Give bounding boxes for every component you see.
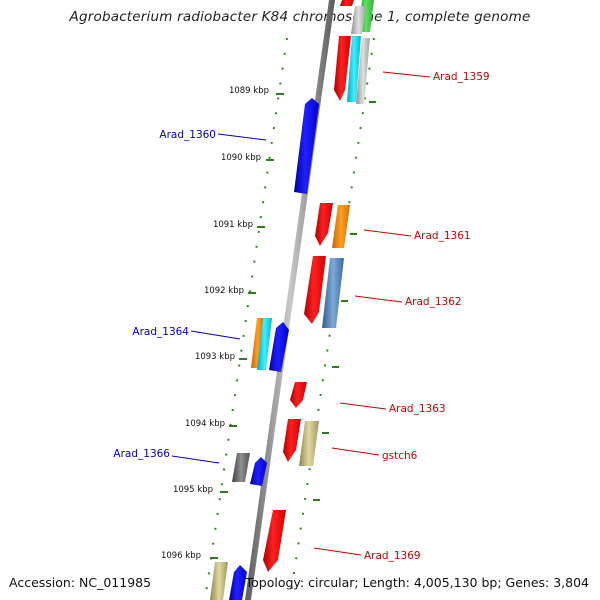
gene-gray-1359 bbox=[356, 38, 370, 104]
scale-label-1089: 1089 kbp bbox=[229, 86, 269, 96]
gene-Arad_1363[interactable] bbox=[290, 382, 307, 408]
label-Arad_1364[interactable]: Arad_1364 bbox=[132, 326, 189, 338]
gene-Arad_1359 bbox=[334, 36, 351, 101]
scale-label-1093: 1093 kbp bbox=[195, 352, 235, 362]
gene-khaki-bottom[interactable] bbox=[210, 562, 228, 600]
gene-top-red bbox=[340, 0, 354, 6]
leader-lines bbox=[171, 71, 431, 556]
gene-orange-1361[interactable] bbox=[332, 205, 350, 248]
label-Arad_1361[interactable]: Arad_1361 bbox=[414, 230, 471, 242]
scale-label-1094: 1094 kbp bbox=[185, 419, 225, 429]
gene-cyan-1359 bbox=[347, 36, 361, 102]
gene-blue-bottom[interactable] bbox=[229, 565, 247, 600]
gene-khaki-gstch6[interactable] bbox=[299, 421, 319, 466]
label-gstch6[interactable]: gstch6 bbox=[382, 450, 418, 462]
scale-label-1090: 1090 kbp bbox=[221, 153, 261, 163]
gene-gstch6[interactable] bbox=[283, 419, 301, 462]
gene-Arad_1369[interactable] bbox=[263, 510, 286, 572]
label-Arad_1369[interactable]: Arad_1369 bbox=[364, 550, 421, 562]
gene-blue-1364[interactable] bbox=[269, 322, 289, 372]
gene-Arad_1359-group[interactable] bbox=[334, 0, 374, 104]
scale-label-1096: 1096 kbp bbox=[161, 551, 201, 561]
gene-steelblue-1362[interactable] bbox=[322, 258, 344, 328]
label-Arad_1359[interactable]: Arad_1359 bbox=[433, 71, 490, 83]
scale-label-1091: 1091 kbp bbox=[213, 220, 253, 230]
label-Arad_1360[interactable]: Arad_1360 bbox=[159, 129, 216, 141]
gene-Arad_1360[interactable] bbox=[294, 98, 319, 194]
gene-top-lightgray bbox=[351, 6, 366, 34]
scale-label-1095: 1095 kbp bbox=[173, 485, 213, 495]
genome-info-text: Topology: circular; Length: 4,005,130 bp… bbox=[245, 575, 589, 590]
gene-blue-1366[interactable] bbox=[250, 457, 267, 486]
label-Arad_1362[interactable]: Arad_1362 bbox=[405, 296, 462, 308]
scale-label-1092: 1092 kbp bbox=[204, 286, 244, 296]
gene-Arad_1364[interactable] bbox=[257, 318, 272, 370]
map-title: Agrobacterium radiobacter K84 chromosome… bbox=[69, 9, 531, 25]
accession-text: Accession: NC_011985 bbox=[9, 575, 152, 590]
gene-Arad_1361[interactable] bbox=[315, 203, 333, 246]
major-ticks bbox=[210, 93, 376, 559]
label-Arad_1363[interactable]: Arad_1363 bbox=[389, 403, 446, 415]
gene-orange-1364[interactable] bbox=[251, 318, 264, 368]
gene-Arad_1362[interactable] bbox=[304, 256, 326, 324]
label-Arad_1366[interactable]: Arad_1366 bbox=[113, 448, 170, 460]
gene-Arad_1366[interactable] bbox=[232, 453, 250, 482]
